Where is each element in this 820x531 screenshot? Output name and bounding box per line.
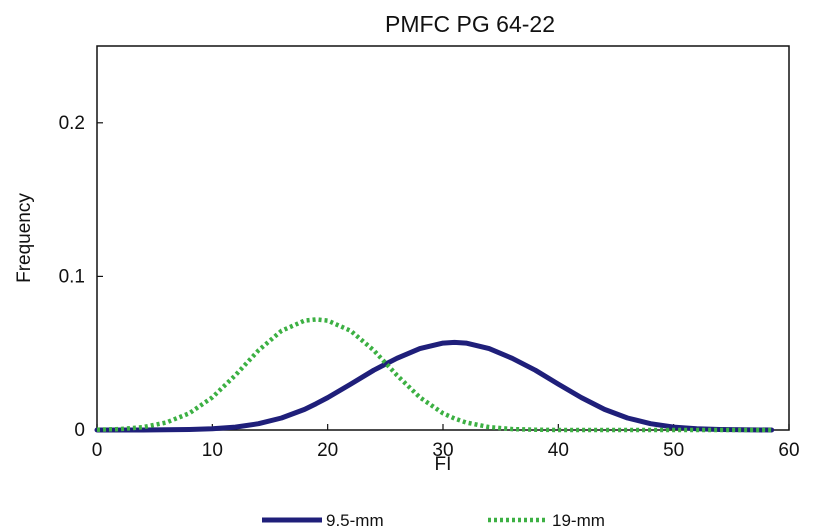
x-tick-label: 60 (778, 440, 799, 461)
series-line-2 (96, 317, 772, 433)
y-axis: 0 0.1 0.2 (59, 113, 103, 441)
legend-label-1: 9.5-mm (326, 511, 384, 530)
legend-label-2: 19-mm (552, 511, 605, 530)
x-tick-label: 30 (432, 440, 453, 461)
x-tick-label: 40 (548, 440, 569, 461)
y-tick-label: 0.1 (59, 266, 85, 287)
y-tick-label: 0 (74, 420, 85, 441)
x-tick-label: 10 (202, 440, 223, 461)
plot-frame (96, 45, 790, 431)
x-tick-label: 50 (663, 440, 684, 461)
series-lines (94, 317, 775, 433)
y-tick-label: 0.2 (59, 113, 85, 134)
y-axis-label: Frequency (14, 193, 35, 283)
series-line-1 (94, 339, 775, 433)
x-axis: 0 10 20 30 40 50 60 (92, 424, 800, 461)
x-axis-label: FI (435, 454, 452, 475)
legend: 9.5-mm 19-mm (262, 511, 605, 530)
x-tick-label: 0 (92, 440, 103, 461)
x-tick-label: 20 (317, 440, 338, 461)
chart-title: PMFC PG 64-22 (385, 11, 555, 37)
